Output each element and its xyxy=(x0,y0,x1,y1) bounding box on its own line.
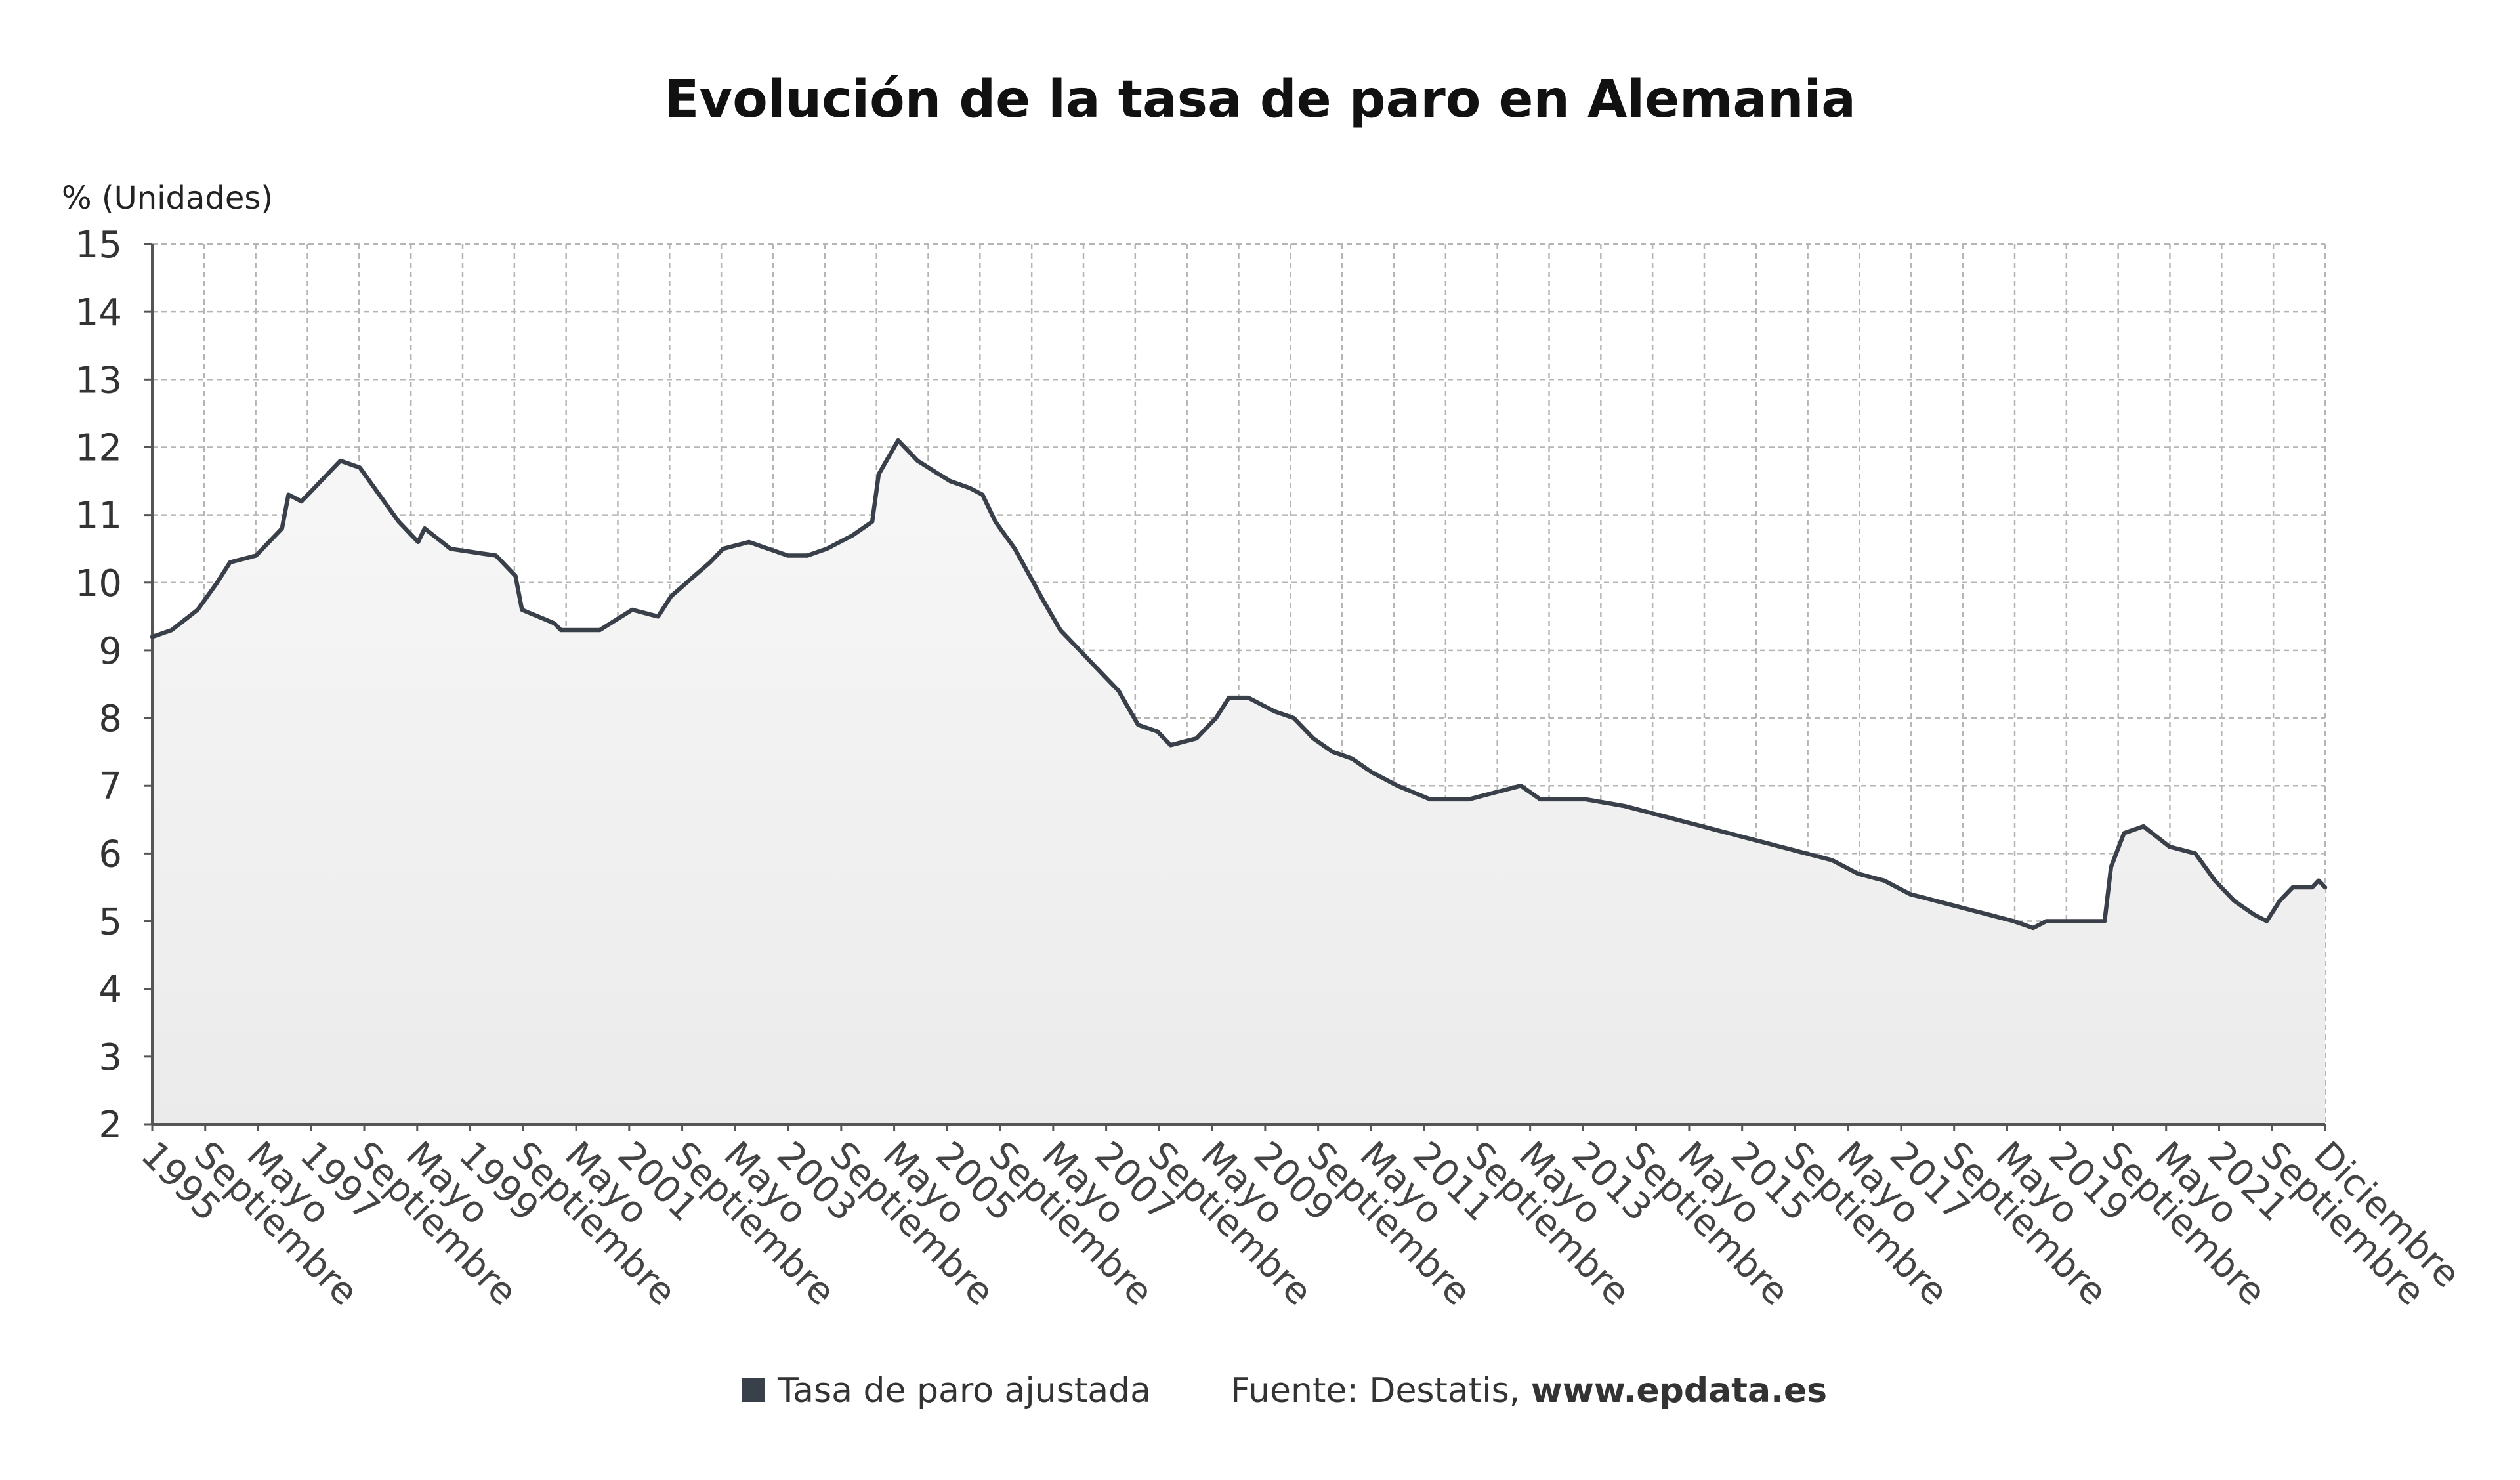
y-tick-label: 7 xyxy=(98,765,122,808)
y-tick-label: 3 xyxy=(98,1036,122,1079)
y-tick-label: 5 xyxy=(98,901,122,944)
area-fill-path xyxy=(152,440,2325,1124)
y-tick-label: 15 xyxy=(75,224,122,266)
y-tick-label: 8 xyxy=(98,698,122,740)
series-line-group xyxy=(150,438,2328,931)
y-tick-label: 13 xyxy=(75,359,122,402)
x-tick-labels: 1995SeptiembreMayo1997SeptiembreMayo1999… xyxy=(133,1133,2468,1314)
y-tick-label: 9 xyxy=(98,630,122,673)
legend-swatch xyxy=(742,1378,765,1402)
y-tick-label: 11 xyxy=(75,495,122,538)
y-axis-label: % (Unidades) xyxy=(62,180,273,217)
chart-title: Evolución de la tasa de paro en Alemania xyxy=(664,70,1856,129)
axes xyxy=(144,243,2326,1131)
y-tick-label: 6 xyxy=(98,833,122,876)
source-prefix: Fuente: Destatis, xyxy=(1230,1371,1531,1410)
area-fill xyxy=(152,440,2325,1124)
series-line-tasa-de-paro xyxy=(150,438,2328,931)
y-tick-label: 14 xyxy=(75,291,122,334)
legend: Tasa de paro ajustada xyxy=(742,1371,1151,1410)
y-tick-label: 12 xyxy=(75,427,122,469)
legend-label: Tasa de paro ajustada xyxy=(777,1371,1151,1410)
source-site: www.epdata.es xyxy=(1531,1371,1827,1410)
y-tick-label: 2 xyxy=(98,1104,122,1147)
y-tick-labels: 15 14 13 12 11 10 9 8 7 6 5 4 3 2 xyxy=(75,224,122,1147)
y-tick-label: 4 xyxy=(98,969,122,1011)
source-text: Fuente: Destatis, www.epdata.es xyxy=(1230,1371,1827,1410)
y-tick-label: 10 xyxy=(75,562,122,605)
